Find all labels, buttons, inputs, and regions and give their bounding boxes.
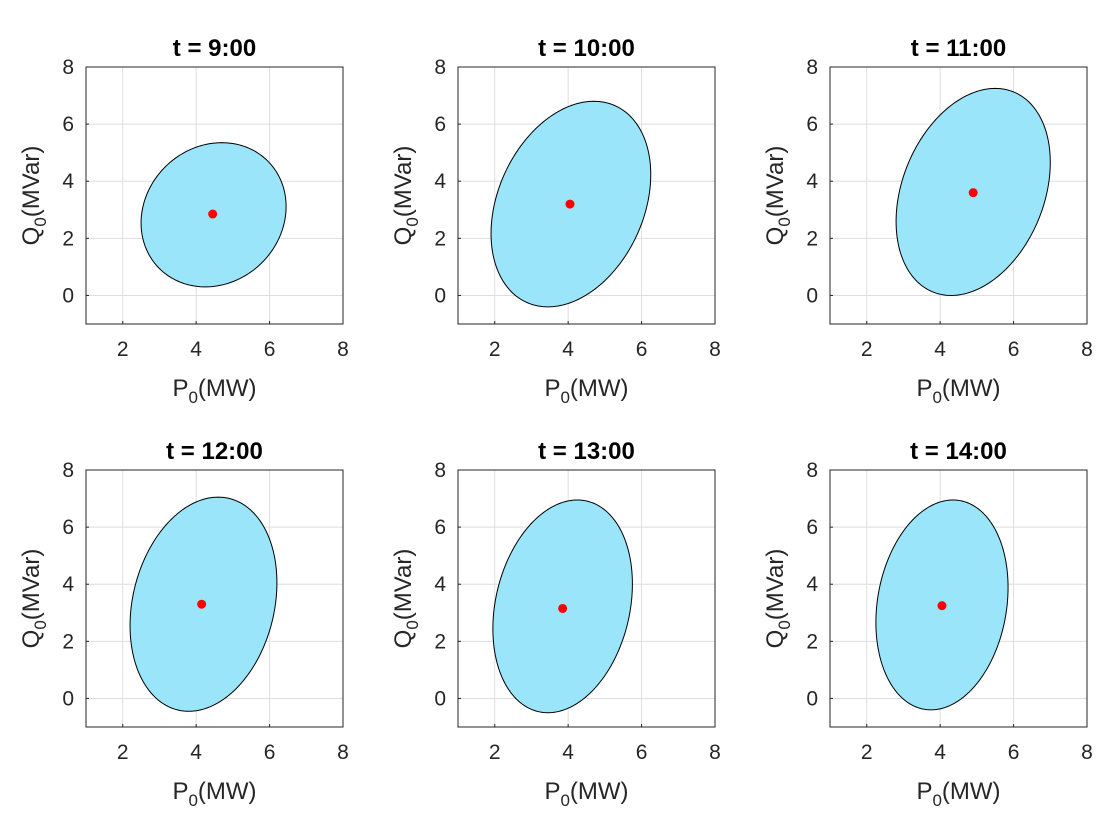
- x-axis-label: P0(MW): [172, 375, 256, 407]
- y-tick-label: 6: [806, 516, 818, 539]
- y-tick-label: 4: [62, 573, 74, 596]
- x-tick-label: 2: [489, 338, 501, 361]
- axes-box: [85, 469, 344, 728]
- subplot-title: t = 11:00: [911, 35, 1006, 62]
- y-tick-label: 6: [434, 113, 446, 136]
- x-tick-label: 8: [709, 338, 721, 361]
- operating-point-marker: [197, 599, 207, 609]
- axes-box: [457, 469, 716, 728]
- y-tick-label: 4: [434, 573, 446, 596]
- y-tick-label: 0: [806, 284, 818, 307]
- y-tick-label: 2: [806, 227, 818, 250]
- subplot-5: 2 4 6 8 0 2 4 6 8 t = 13:00 P0(MW) Q0(MVar): [390, 438, 721, 810]
- x-tick-label: 2: [117, 338, 129, 361]
- operating-point-marker: [565, 199, 575, 209]
- x-tick-label: 4: [934, 741, 946, 764]
- x-tick-label: 4: [934, 338, 946, 361]
- subplot-2: 2 4 6 8 0 2 4 6 8 t = 10:00 P0(MW) Q0(MVar): [390, 35, 721, 407]
- axes-box: [457, 66, 716, 325]
- subplot-1: 2 4 6 8 0 2 4 6 8 t = 9:00 P0(MW) Q0(MVar): [18, 35, 349, 407]
- y-tick-label: 0: [434, 687, 446, 710]
- x-tick-label: 6: [636, 741, 648, 764]
- y-axis-label: Q0(MVar): [762, 146, 794, 246]
- y-tick-label: 2: [434, 630, 446, 653]
- y-axis-label: Q0(MVar): [18, 146, 50, 246]
- y-tick-label: 4: [806, 573, 818, 596]
- y-tick-label: 2: [434, 227, 446, 250]
- y-tick-label: 6: [434, 516, 446, 539]
- x-tick-label: 2: [861, 338, 873, 361]
- subplot-title: t = 13:00: [538, 438, 635, 465]
- y-axis-label: Q0(MVar): [762, 549, 794, 649]
- x-tick-label: 2: [117, 741, 129, 764]
- x-tick-label: 4: [562, 338, 574, 361]
- y-tick-label: 6: [62, 516, 74, 539]
- x-tick-label: 6: [264, 741, 276, 764]
- y-tick-label: 4: [806, 170, 818, 193]
- x-tick-label: 6: [636, 338, 648, 361]
- x-tick-label: 2: [489, 741, 501, 764]
- x-axis-label: P0(MW): [916, 778, 1000, 810]
- x-tick-label: 2: [861, 741, 873, 764]
- y-tick-label: 6: [806, 113, 818, 136]
- x-tick-label: 6: [1008, 338, 1020, 361]
- subplot-title: t = 9:00: [173, 35, 256, 62]
- x-axis-label: P0(MW): [544, 778, 628, 810]
- x-tick-label: 4: [562, 741, 574, 764]
- y-tick-label: 2: [62, 630, 74, 653]
- y-tick-label: 8: [806, 459, 818, 482]
- subplot-6: 2 4 6 8 0 2 4 6 8 t = 14:00 P0(MW) Q0(MVar): [762, 438, 1093, 810]
- x-tick-label: 8: [709, 741, 721, 764]
- x-tick-label: 6: [1008, 741, 1020, 764]
- x-tick-label: 8: [337, 741, 349, 764]
- subplot-4: 2 4 6 8 0 2 4 6 8 t = 12:00 P0(MW) Q0(MVar): [18, 438, 349, 810]
- y-tick-label: 4: [62, 170, 74, 193]
- x-axis-label: P0(MW): [544, 375, 628, 407]
- axes-box: [85, 66, 344, 325]
- operating-point-marker: [937, 601, 947, 611]
- x-tick-label: 4: [190, 741, 202, 764]
- y-tick-label: 0: [62, 284, 74, 307]
- x-tick-label: 8: [337, 338, 349, 361]
- x-tick-label: 8: [1081, 741, 1093, 764]
- y-axis-label: Q0(MVar): [390, 146, 422, 246]
- y-tick-label: 8: [434, 459, 446, 482]
- x-axis-label: P0(MW): [916, 375, 1000, 407]
- y-tick-label: 6: [62, 113, 74, 136]
- axes-box: [829, 469, 1088, 728]
- y-tick-label: 8: [806, 56, 818, 79]
- subplot-title: t = 14:00: [910, 438, 1007, 465]
- y-tick-label: 2: [806, 630, 818, 653]
- x-tick-label: 8: [1081, 338, 1093, 361]
- y-tick-label: 0: [806, 687, 818, 710]
- x-tick-label: 4: [190, 338, 202, 361]
- y-tick-label: 8: [434, 56, 446, 79]
- axes-box: [829, 66, 1088, 325]
- y-tick-label: 4: [434, 170, 446, 193]
- x-axis-label: P0(MW): [172, 778, 256, 810]
- operating-point-marker: [968, 188, 978, 198]
- y-axis-label: Q0(MVar): [18, 549, 50, 649]
- subplot-title: t = 10:00: [538, 35, 635, 62]
- y-tick-label: 2: [62, 227, 74, 250]
- y-axis-label: Q0(MVar): [390, 549, 422, 649]
- subplot-title: t = 12:00: [166, 438, 263, 465]
- y-tick-label: 8: [62, 459, 74, 482]
- y-tick-label: 8: [62, 56, 74, 79]
- x-tick-label: 6: [264, 338, 276, 361]
- operating-point-marker: [208, 209, 218, 219]
- operating-point-marker: [558, 603, 568, 613]
- y-tick-label: 0: [434, 284, 446, 307]
- y-tick-label: 0: [62, 687, 74, 710]
- subplot-3: 2 4 6 8 0 2 4 6 8 t = 11:00 P0(MW) Q0(MVar): [762, 35, 1093, 407]
